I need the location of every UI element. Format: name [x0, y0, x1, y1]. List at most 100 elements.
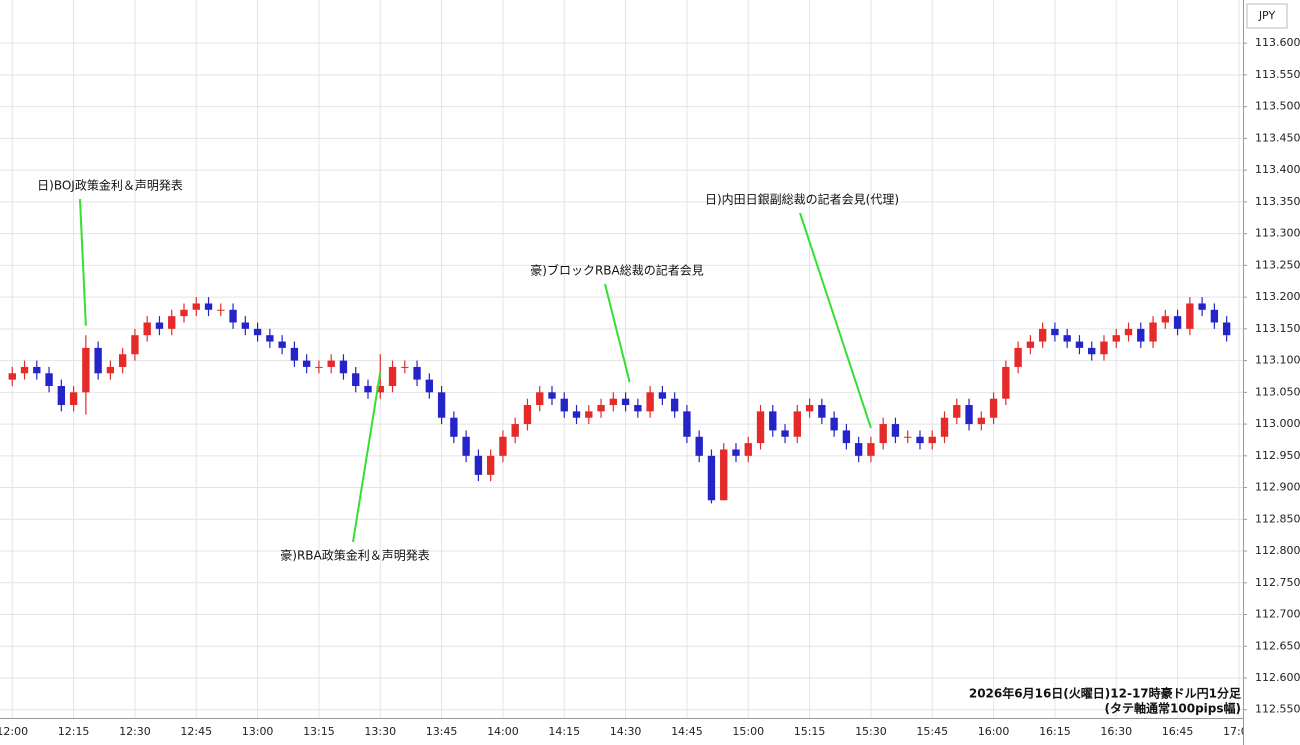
candle-body: [989, 398, 998, 418]
candle-body: [1186, 303, 1194, 329]
candle-body: [536, 392, 544, 406]
x-tick-label: 12:45: [180, 725, 212, 738]
candle-body: [1002, 366, 1010, 399]
y-axis: 112.550 112.600 112.650 112.700 112.750 112.8…: [1243, 36, 1300, 716]
x-tick-label: 12:15: [58, 725, 90, 738]
candle-body: [634, 405, 642, 412]
x-tick-label: 15:15: [794, 725, 826, 738]
candle-body: [1210, 309, 1219, 323]
candle-body: [278, 341, 286, 348]
candle-body: [793, 411, 801, 437]
chart-note: (タテ軸通常100pips幅): [1105, 701, 1241, 716]
candle-body: [1051, 328, 1059, 336]
y-tick-label: 112.850: [1255, 512, 1300, 525]
annotation-label: 日)内田日銀副総裁の記者会見(代理): [705, 192, 899, 207]
y-tick-label: 112.750: [1255, 576, 1300, 589]
x-tick-label: 13:45: [426, 725, 458, 738]
candles: [8, 297, 1231, 504]
x-tick-label: 14:00: [487, 725, 519, 738]
candle-body: [57, 385, 66, 406]
candle-body: [118, 354, 127, 367]
candle-body: [818, 405, 826, 418]
candle-body: [1075, 341, 1084, 348]
x-axis: 12:00 12:15 12:30 12:45 13:00 13:15 13:30 13:45…: [0, 725, 1255, 738]
candle-body: [168, 316, 176, 329]
candle-body: [1063, 335, 1071, 342]
candle-body: [560, 398, 568, 412]
annotation-leader: [604, 283, 631, 383]
y-tick-label: 113.400: [1255, 163, 1300, 176]
candle-body: [670, 398, 679, 412]
y-tick-label: 113.600: [1255, 36, 1300, 49]
candle-body: [609, 398, 618, 406]
annotation-leader: [79, 198, 87, 326]
candle-body: [707, 455, 716, 501]
chart-note: 2026年6月16日(火曜日)12-17時豪ドル円1分足: [969, 686, 1241, 701]
candle-body: [474, 455, 483, 475]
candle-body: [290, 347, 299, 361]
candle-body: [953, 405, 961, 418]
candle-body: [1137, 328, 1145, 342]
candle-body: [1173, 316, 1182, 329]
candle-body: [388, 366, 397, 386]
candle-body: [928, 436, 936, 444]
candle-body: [217, 309, 225, 311]
y-tick-label: 112.700: [1255, 608, 1300, 621]
candle-body: [805, 405, 814, 412]
candle-body: [1149, 322, 1157, 342]
candle-body: [854, 443, 863, 456]
candle-body: [720, 449, 728, 501]
candle-body: [241, 322, 250, 329]
y-tick-label: 113.150: [1255, 322, 1300, 335]
candle-body: [143, 322, 151, 336]
x-tick-label: 17:00: [1223, 725, 1255, 738]
candle-body: [1100, 341, 1108, 355]
candle-body: [585, 411, 593, 418]
candle-body: [94, 347, 102, 374]
candle-body: [879, 424, 887, 444]
candle-body: [315, 366, 323, 368]
candle-body: [769, 411, 777, 431]
y-tick-label: 113.100: [1255, 354, 1300, 367]
x-tick-label: 14:15: [548, 725, 580, 738]
candle-body: [572, 411, 581, 418]
candle-body: [904, 436, 912, 438]
candle-body: [180, 309, 188, 317]
x-tick-label: 12:00: [0, 725, 28, 738]
candle-body: [486, 455, 495, 475]
x-tick-label: 15:30: [855, 725, 887, 738]
y-tick-label: 112.650: [1255, 639, 1300, 652]
candle-body: [192, 303, 200, 310]
x-tick-label: 12:30: [119, 725, 151, 738]
candle-body: [940, 417, 949, 437]
x-tick-label: 16:15: [1039, 725, 1071, 738]
candle-body: [1124, 328, 1133, 336]
candle-body: [867, 443, 875, 456]
candle-body: [352, 373, 360, 386]
candle-body: [977, 417, 985, 425]
candle-body: [401, 366, 409, 368]
candle-body: [499, 436, 507, 456]
candle-body: [339, 360, 348, 374]
candle-body: [965, 405, 973, 425]
candle-body: [695, 436, 703, 456]
y-tick-label: 113.500: [1255, 100, 1300, 113]
candle-body: [131, 335, 139, 355]
x-tick-label: 15:00: [732, 725, 764, 738]
candle-body: [916, 436, 924, 444]
candle-body: [33, 366, 41, 374]
y-tick-label: 113.350: [1255, 195, 1300, 208]
y-tick-label: 113.550: [1255, 68, 1300, 81]
candle-body: [683, 411, 691, 437]
grid: [0, 0, 1243, 718]
candle-body: [891, 424, 900, 437]
candle-body: [1014, 347, 1022, 367]
x-tick-label: 13:30: [364, 725, 396, 738]
annotation-leader: [799, 212, 872, 429]
candle-body: [1038, 328, 1047, 342]
x-tick-label: 13:15: [303, 725, 335, 738]
candle-body: [548, 392, 556, 399]
candle-body: [830, 417, 838, 431]
